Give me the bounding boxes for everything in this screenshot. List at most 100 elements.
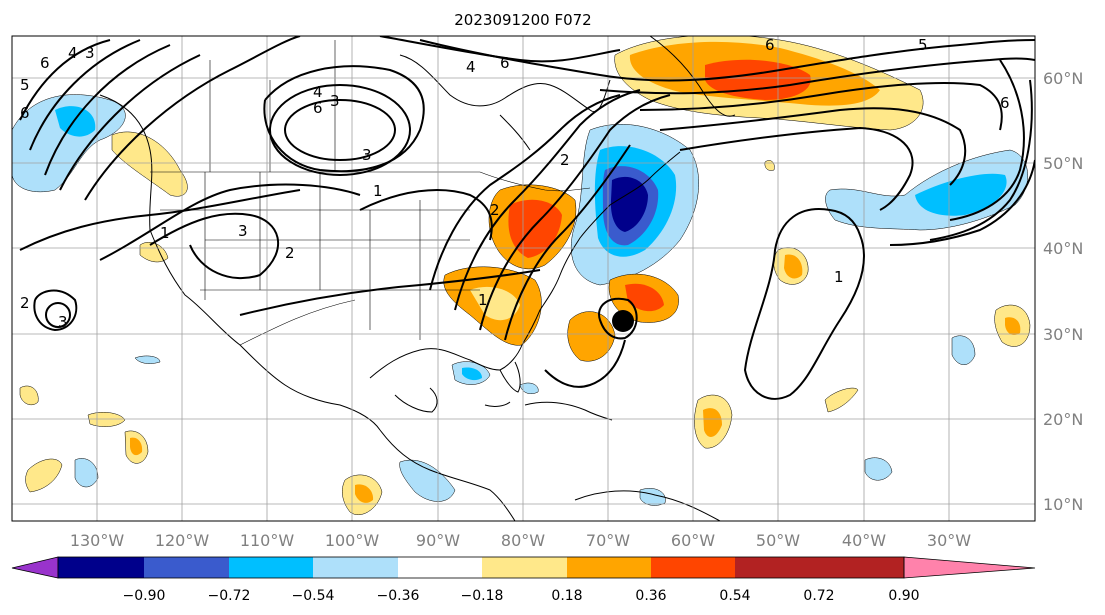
lon-tick-label: 90°W xyxy=(416,531,460,550)
south-america-coastline xyxy=(574,490,721,521)
positive-anomaly-patch xyxy=(355,484,374,503)
colorbar-tick-labels: −0.90 −0.72 −0.54 −0.36 −0.18 0.18 0.36 … xyxy=(123,588,920,604)
us-mexico-border xyxy=(239,299,356,346)
contour-label: 4 xyxy=(313,83,323,101)
colorbar-tick-label: 0.18 xyxy=(551,588,582,604)
pacific-coastline xyxy=(99,94,516,521)
negative-anomaly-patch xyxy=(74,458,99,488)
lon-tick-label: 70°W xyxy=(586,531,630,550)
us-canada-border xyxy=(479,171,591,192)
contour-label: 1 xyxy=(373,182,383,200)
contour-line xyxy=(598,297,638,340)
colorbar-tick-label: −0.90 xyxy=(123,588,166,604)
lon-tick-label: 130°W xyxy=(70,531,125,550)
positive-anomaly-patch xyxy=(130,437,143,456)
negative-anomaly-patch xyxy=(864,457,893,481)
contour-line xyxy=(269,84,411,176)
contour-line xyxy=(263,65,425,173)
contour-line xyxy=(284,99,396,161)
lon-tick-label: 30°W xyxy=(927,531,971,550)
colorbar-tick-label: −0.54 xyxy=(292,588,335,604)
colorbar-segment xyxy=(651,557,735,578)
contour-line xyxy=(379,36,621,63)
lon-tick-label: 80°W xyxy=(501,531,545,550)
latitude-ticks: 60°N 50°N 40°N 30°N 20°N 10°N xyxy=(1043,69,1083,514)
contour-line xyxy=(149,212,279,280)
contour-label: 1 xyxy=(478,291,488,309)
contour-label: 6 xyxy=(313,99,323,117)
positive-anomaly-patch xyxy=(703,408,722,437)
caribbean-islands xyxy=(484,401,511,407)
colorbar-segment xyxy=(398,557,482,578)
contour-label: 6 xyxy=(1000,94,1010,112)
lat-tick-label: 30°N xyxy=(1043,325,1083,344)
colorbar-tick-label: −0.36 xyxy=(377,588,420,604)
contour-line xyxy=(359,189,493,241)
contour-line xyxy=(33,289,78,332)
contour-label: 6 xyxy=(40,54,50,72)
colorbar: −0.90 −0.72 −0.54 −0.36 −0.18 0.18 0.36 … xyxy=(11,556,1036,604)
colorbar-segment xyxy=(313,557,398,578)
contour-labels: 6 4 3 4 3 6 5 6 6 6 5 2 3 2 2 3 1 1 4 2 … xyxy=(20,36,1010,331)
hudson-bay-coastline xyxy=(499,114,531,151)
lon-tick-label: 50°W xyxy=(756,531,800,550)
negative-anomaly-patch xyxy=(55,106,96,137)
lat-tick-label: 10°N xyxy=(1043,495,1083,514)
contour-label: 3 xyxy=(58,313,68,331)
contour-label: 4 xyxy=(68,44,78,62)
contour-label: 1 xyxy=(834,268,844,286)
colorbar-frame xyxy=(57,556,905,579)
contour-label: 6 xyxy=(765,36,775,54)
contour-label: 3 xyxy=(362,146,372,164)
colorbar-tick-label: 0.54 xyxy=(719,588,750,604)
contour-label: 6 xyxy=(500,54,510,72)
coastlines xyxy=(99,36,736,521)
contour-label: 2 xyxy=(285,244,295,262)
contour-line xyxy=(45,302,71,328)
colorbar-extend-right xyxy=(903,556,1036,579)
contour-label: 3 xyxy=(238,222,248,240)
contour-label: 1 xyxy=(160,224,170,242)
lat-tick-label: 50°N xyxy=(1043,154,1083,173)
contour-label: 6 xyxy=(20,104,30,122)
contour-line xyxy=(889,159,1035,246)
contour-line xyxy=(84,36,301,201)
caribbean-islands xyxy=(524,401,613,421)
contour-line xyxy=(929,79,1033,241)
lon-tick-label: 40°W xyxy=(842,531,886,550)
map-title: 2023091200 F072 xyxy=(454,11,591,29)
contour-line xyxy=(479,94,671,331)
colorbar-segment xyxy=(567,557,651,578)
map-frame xyxy=(11,35,1036,522)
colorbar-segment xyxy=(229,557,313,578)
colorbar-tick-label: 0.90 xyxy=(888,588,919,604)
map-panel: 6 4 3 4 3 6 5 6 6 6 5 2 3 2 2 3 1 1 4 2 … xyxy=(12,36,1035,521)
longitude-ticks: 130°W 120°W 110°W 100°W 90°W 80°W 70°W 6… xyxy=(70,531,971,550)
contour-line xyxy=(544,339,626,388)
colorbar-segment xyxy=(819,557,904,578)
colorbar-segment xyxy=(735,557,819,578)
contour-line xyxy=(659,107,967,186)
colorbar-extend-left xyxy=(11,556,59,579)
contour-label: 2 xyxy=(20,294,30,312)
contour-line xyxy=(504,144,631,341)
contour-line xyxy=(59,54,201,191)
contour-label: 5 xyxy=(918,36,928,54)
contour-line xyxy=(454,89,641,311)
lon-tick-label: 100°W xyxy=(325,531,380,550)
greenland-coastline xyxy=(649,36,736,117)
contour-line xyxy=(949,59,1025,221)
positive-anomaly-patch xyxy=(25,458,63,493)
positive-anomaly-patch xyxy=(625,283,664,312)
gulf-atlantic-coastline xyxy=(369,151,681,379)
lon-tick-label: 60°W xyxy=(671,531,715,550)
contour-line xyxy=(679,126,914,211)
negative-anomaly-patch xyxy=(462,367,482,381)
contour-line xyxy=(99,183,361,261)
contour-label: 2 xyxy=(560,151,570,169)
colorbar-tick-label: −0.72 xyxy=(208,588,251,604)
contour-line xyxy=(29,39,141,151)
positive-anomaly-patch xyxy=(784,254,803,279)
contours xyxy=(19,36,1035,400)
